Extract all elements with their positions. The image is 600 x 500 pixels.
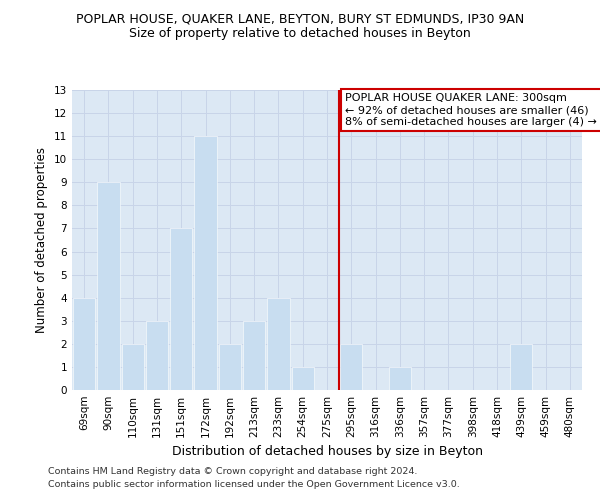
Bar	[243, 321, 265, 390]
Text: Size of property relative to detached houses in Beyton: Size of property relative to detached ho…	[129, 28, 471, 40]
Bar	[389, 367, 411, 390]
Text: Contains public sector information licensed under the Open Government Licence v3: Contains public sector information licen…	[48, 480, 460, 489]
Bar	[340, 344, 362, 390]
Bar	[97, 182, 119, 390]
Text: Contains HM Land Registry data © Crown copyright and database right 2024.: Contains HM Land Registry data © Crown c…	[48, 467, 418, 476]
Bar	[170, 228, 193, 390]
Y-axis label: Number of detached properties: Number of detached properties	[35, 147, 49, 333]
Bar	[510, 344, 532, 390]
Text: POPLAR HOUSE QUAKER LANE: 300sqm
← 92% of detached houses are smaller (46)
8% of: POPLAR HOUSE QUAKER LANE: 300sqm ← 92% o…	[345, 94, 597, 126]
Bar	[194, 136, 217, 390]
Text: POPLAR HOUSE, QUAKER LANE, BEYTON, BURY ST EDMUNDS, IP30 9AN: POPLAR HOUSE, QUAKER LANE, BEYTON, BURY …	[76, 12, 524, 26]
Bar	[267, 298, 290, 390]
X-axis label: Distribution of detached houses by size in Beyton: Distribution of detached houses by size …	[172, 446, 482, 458]
Bar	[292, 367, 314, 390]
Bar	[146, 321, 168, 390]
Bar	[122, 344, 144, 390]
Bar	[73, 298, 95, 390]
Bar	[218, 344, 241, 390]
